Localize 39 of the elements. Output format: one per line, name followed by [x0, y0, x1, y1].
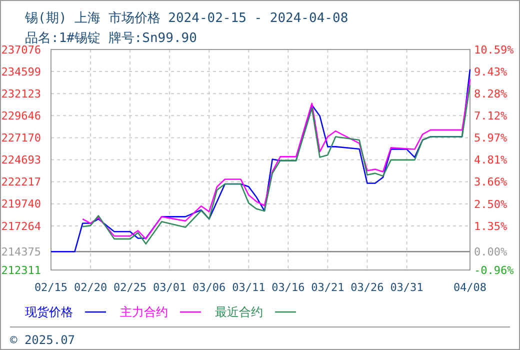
y2-tick-label: -0.96%: [474, 264, 514, 277]
y-tick-label: 237076: [1, 43, 41, 56]
y-tick-label: 227170: [1, 132, 41, 145]
y-tick-label: 229646: [1, 110, 41, 123]
y2-tick-label: 5.97%: [474, 132, 508, 145]
x-tick-label: 03/11: [232, 280, 266, 294]
y-tick-label: 222217: [1, 176, 41, 189]
legend-label: 主力合约: [120, 305, 168, 320]
y2-tick-label: 10.59%: [474, 43, 514, 56]
legend-label: 现货价格: [25, 305, 73, 320]
x-tick-label: 02/15: [34, 280, 68, 294]
y-tick-label: 217264: [1, 220, 42, 233]
chart-subtitle: 品名:1#锡锭 牌号:Sn99.90: [25, 31, 197, 46]
y-tick-label: 234599: [1, 65, 41, 78]
y-tick-label: 219740: [1, 198, 41, 211]
y2-tick-label: 9.43%: [474, 65, 508, 78]
x-tick-label: 03/06: [192, 280, 226, 294]
y-tick-label: 214375: [1, 245, 41, 258]
x-tick-label: 02/25: [113, 280, 147, 294]
x-tick-label: 03/26: [350, 280, 384, 294]
y2-tick-label: 1.35%: [474, 220, 508, 233]
x-tick-label: 03/21: [311, 280, 344, 294]
x-tick-label: 04/08: [453, 280, 487, 294]
y2-tick-label: 2.50%: [474, 198, 508, 211]
y2-tick-label: 7.12%: [474, 110, 508, 123]
y2-tick-label: 4.81%: [474, 154, 508, 167]
legend-label: 最近合约: [215, 305, 263, 320]
x-tick-label: 02/20: [74, 280, 108, 294]
y2-tick-label: 3.66%: [474, 176, 508, 189]
x-tick-label: 03/16: [272, 280, 305, 294]
y-tick-label: 212311: [1, 264, 41, 277]
x-tick-label: 03/01: [153, 280, 186, 294]
text: © 2025.07: [10, 333, 76, 348]
y2-tick-label: 0.00%: [474, 246, 508, 259]
x-tick-label: 03/31: [390, 280, 424, 294]
y2-tick-label: 8.28%: [474, 87, 508, 100]
y-tick-label: 224693: [1, 154, 41, 167]
y-tick-label: 232123: [1, 87, 41, 100]
chart-title: 锡(期) 上海 市场价格 2024-02-15 - 2024-04-08: [24, 11, 348, 26]
